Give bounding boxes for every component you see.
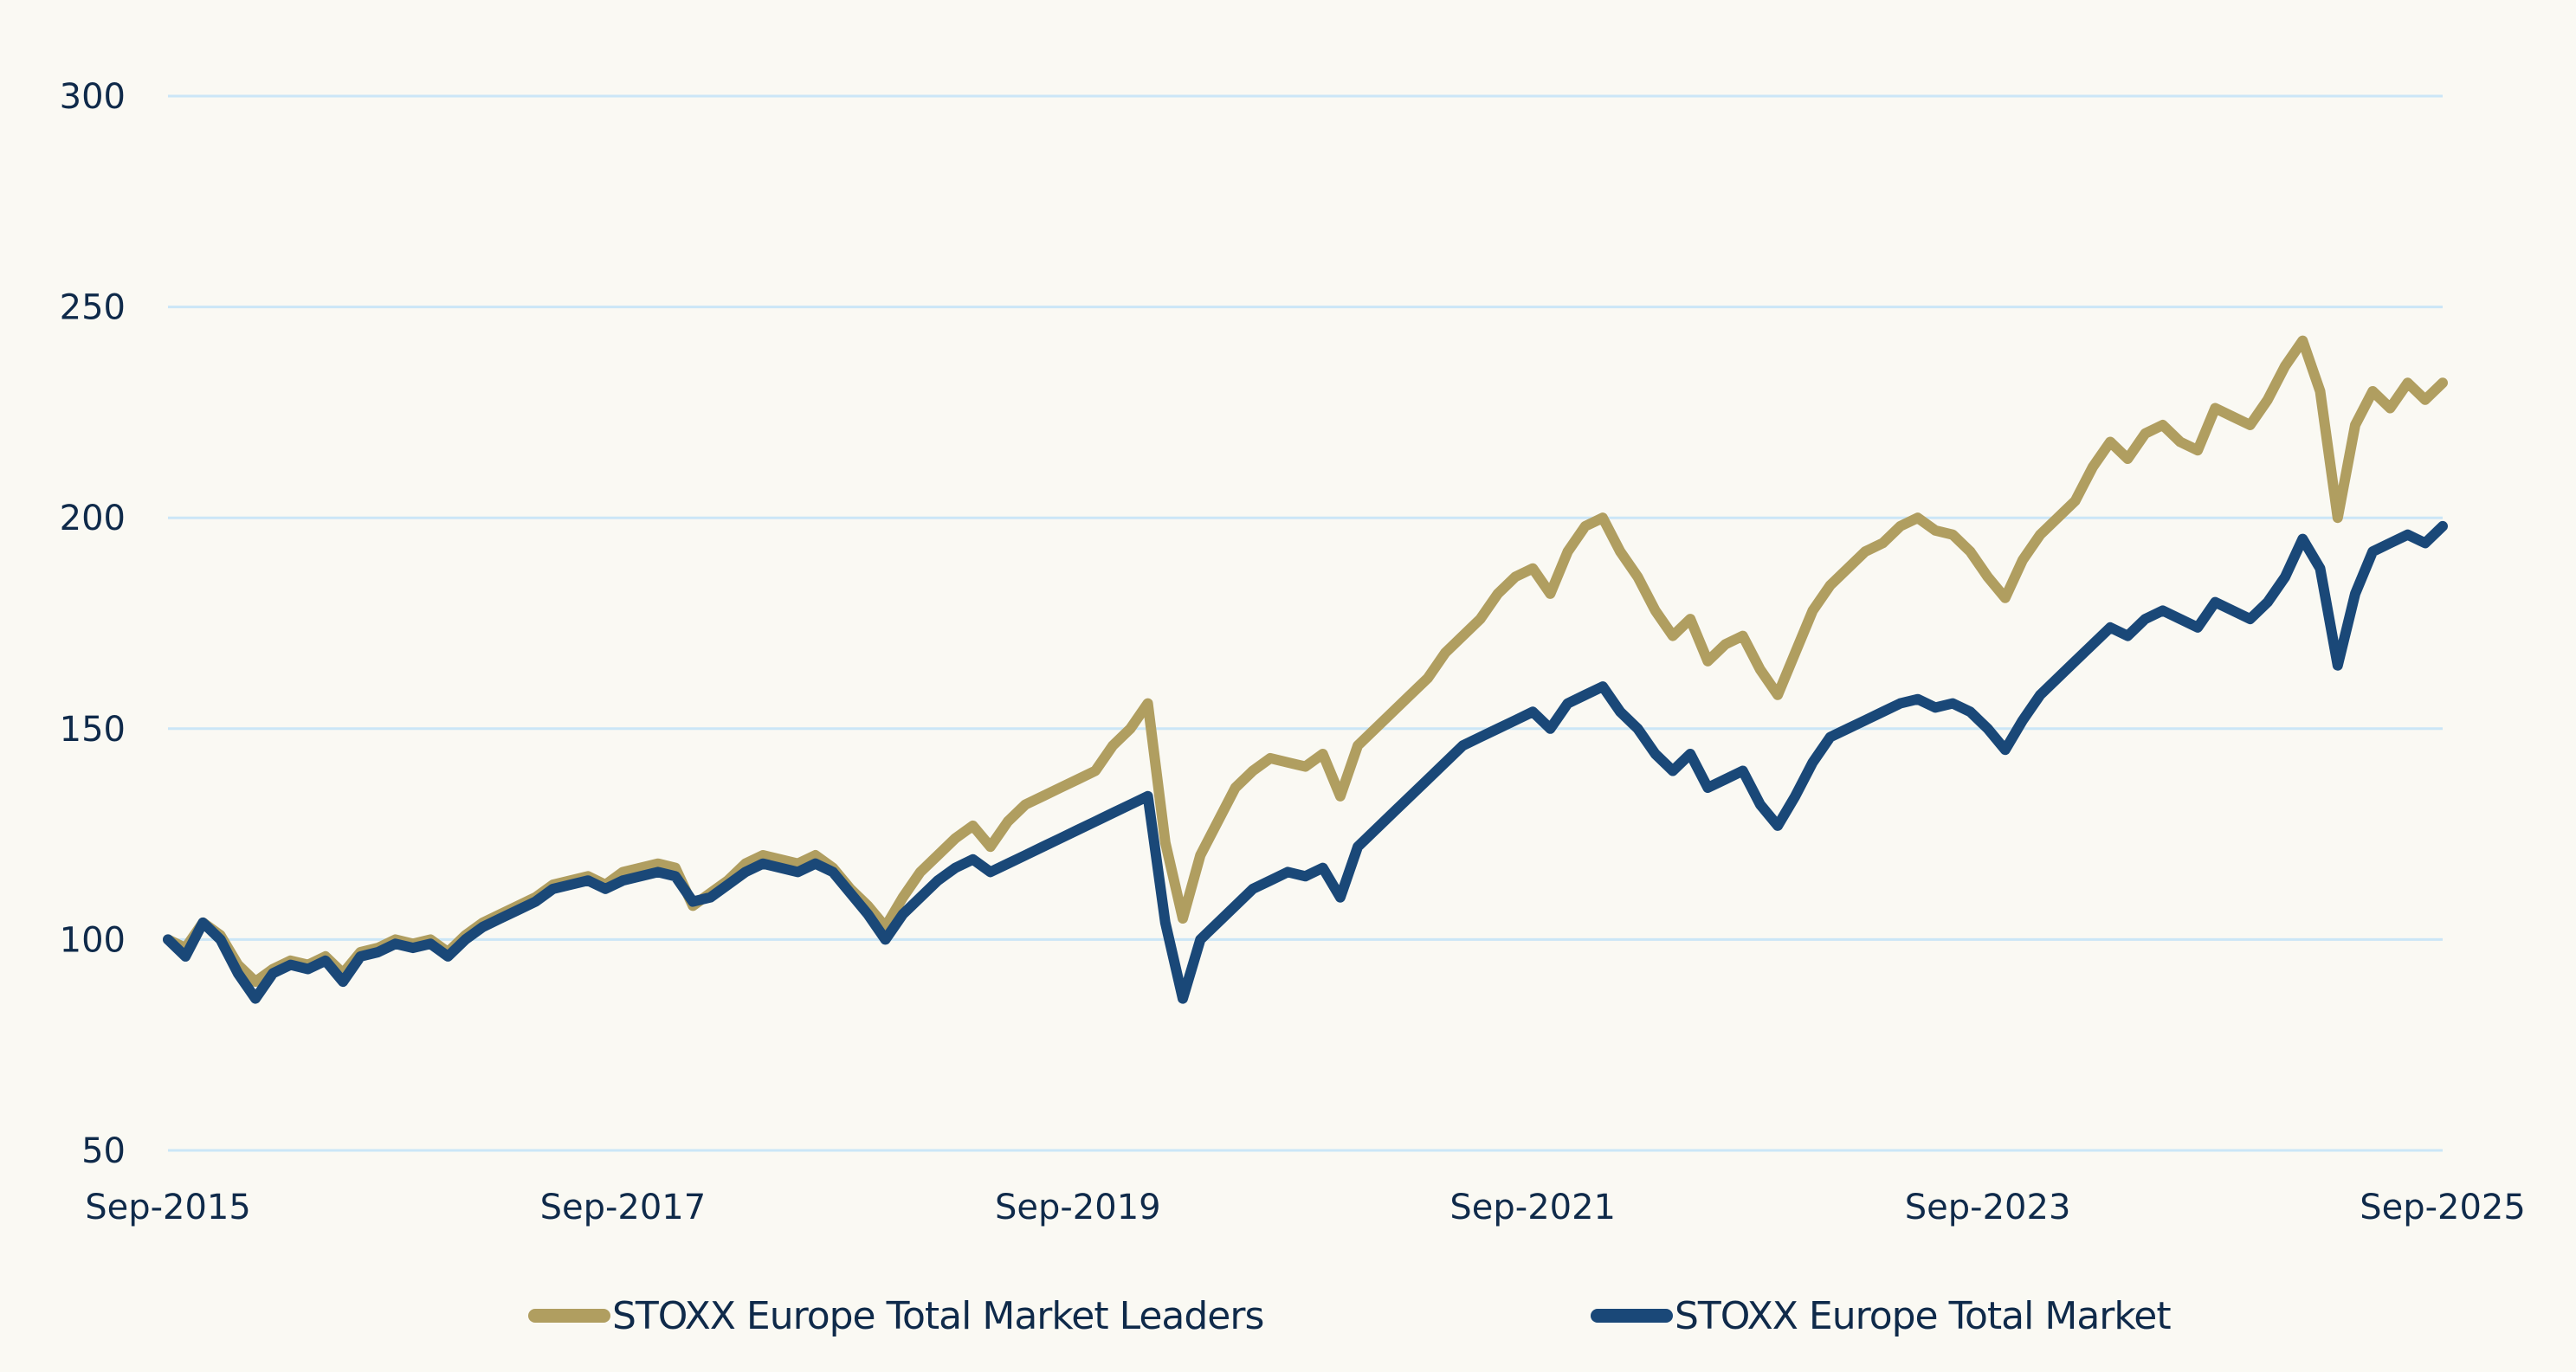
gridlines (168, 94, 2443, 1152)
y-axis-ticks: 300 250 200 150 100 50 (60, 77, 126, 1171)
x-tick-label: Sep-2017 (540, 1188, 707, 1227)
y-tick-label: 200 (60, 499, 126, 538)
x-tick-label: Sep-2019 (995, 1188, 1161, 1227)
legend-label-total-market: STOXX Europe Total Market (1675, 1293, 2172, 1338)
x-tick-label: Sep-2023 (1905, 1188, 2071, 1227)
series-lines (163, 335, 2448, 1004)
y-tick-label: 50 (81, 1131, 126, 1171)
legend-item-total-market[interactable]: STOXX Europe Total Market (1591, 1290, 2172, 1342)
y-tick-label: 100 (60, 920, 126, 960)
series-line-total-market (163, 520, 2448, 1004)
x-tick-label: Sep-2015 (85, 1188, 251, 1227)
x-tick-label: Sep-2021 (1449, 1188, 1616, 1227)
y-tick-label: 250 (60, 288, 126, 328)
series-line-leaders (163, 335, 2448, 988)
legend-swatch-total-market (1591, 1309, 1673, 1323)
y-tick-label: 150 (60, 710, 126, 750)
x-tick-label: Sep-2025 (2360, 1188, 2526, 1227)
legend-label-leaders: STOXX Europe Total Market Leaders (612, 1293, 1264, 1338)
legend-item-leaders[interactable]: STOXX Europe Total Market Leaders (528, 1290, 1264, 1342)
y-tick-label: 300 (60, 77, 126, 117)
x-axis-ticks: Sep-2015 Sep-2017 Sep-2019 Sep-2021 Sep-2023… (85, 1188, 2526, 1227)
legend: STOXX Europe Total Market Leaders STOXX … (0, 1290, 2576, 1342)
legend-swatch-leaders (528, 1309, 610, 1323)
